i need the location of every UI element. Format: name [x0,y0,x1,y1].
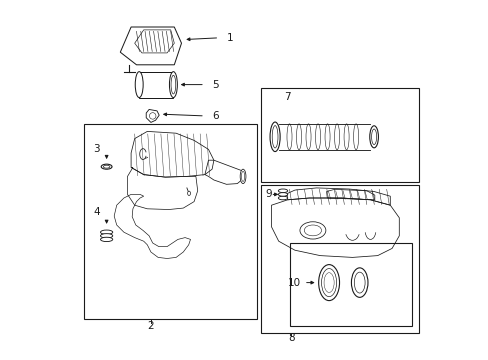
Text: 7: 7 [284,92,290,102]
Ellipse shape [241,171,244,181]
Bar [289,243,411,326]
Text: 10: 10 [287,278,300,288]
Ellipse shape [351,268,367,297]
Text: 5: 5 [212,80,218,90]
Text: 4: 4 [93,207,100,217]
Ellipse shape [149,113,156,119]
Ellipse shape [371,129,376,145]
Ellipse shape [169,72,177,98]
Ellipse shape [321,269,336,297]
Bar [139,72,173,98]
Ellipse shape [299,222,325,239]
Bar [260,185,418,333]
Ellipse shape [318,265,339,301]
Ellipse shape [101,230,113,234]
Text: 8: 8 [287,333,294,343]
Ellipse shape [354,272,365,293]
Ellipse shape [101,237,113,242]
Ellipse shape [240,169,245,184]
Ellipse shape [304,225,321,236]
Ellipse shape [278,189,287,193]
Ellipse shape [324,273,333,292]
Ellipse shape [101,234,113,238]
Ellipse shape [135,72,143,98]
Ellipse shape [101,164,112,169]
Ellipse shape [269,122,280,152]
Ellipse shape [369,126,378,148]
Ellipse shape [278,193,287,196]
Text: 9: 9 [265,189,271,199]
Ellipse shape [103,165,110,168]
Text: 6: 6 [212,111,218,121]
Text: 2: 2 [147,321,154,331]
Text: 1: 1 [226,33,233,43]
Bar [84,124,257,319]
Bar [260,88,418,182]
Ellipse shape [187,191,190,195]
Ellipse shape [171,75,175,94]
Text: 3: 3 [93,144,100,154]
Ellipse shape [272,126,277,148]
Ellipse shape [278,196,287,200]
